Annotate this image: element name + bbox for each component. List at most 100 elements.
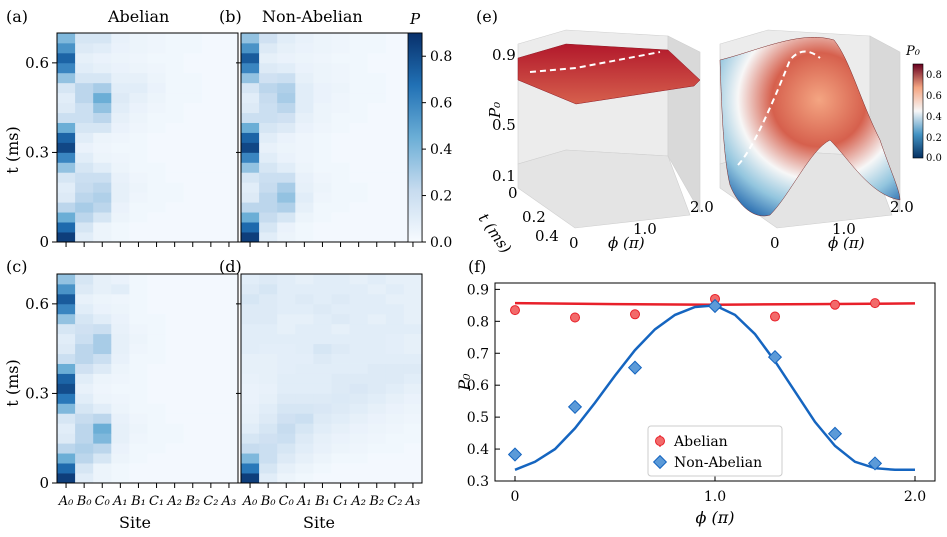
chart-f-point-nonabelian [707,298,723,314]
heatmap-cell [313,413,332,424]
heatmap-cell [331,363,350,374]
heatmap-cell [403,283,423,295]
heatmap-cell [295,102,314,114]
heatmap-cell [219,274,239,285]
heatmap-cell [259,303,278,315]
heatmap-cell [129,333,148,345]
heatmap-cell [277,182,296,193]
heatmap-cell [165,363,185,374]
heatmap-cell [219,413,239,424]
heatmap-cell [349,92,369,104]
heatmap-cell [349,403,369,414]
heatmap-cell [111,283,130,295]
heatmap-nonabelian-upper [236,32,423,247]
heatmap-cell [183,132,203,143]
heatmap-cell [219,373,239,384]
heatmap-cell [57,202,76,213]
heatmap-cell [147,403,166,414]
heatmap-cell [367,72,387,84]
heatmap-cell [385,333,405,345]
heatmap-cell [277,453,296,464]
heatmap-cell [75,323,94,335]
heatmap-cell [111,222,130,233]
heatmap-cell [277,313,296,325]
heatmap-cell [295,423,314,434]
heatmap-cell [259,333,278,345]
heatmap-cell [241,373,260,384]
heatmap-cell [403,403,423,414]
heatmap-cell [349,274,369,285]
heatmap-cell [349,222,369,233]
heatmap-cell [295,283,314,295]
heatmap-cell [385,283,405,295]
heatmap-site-label: A₁ [112,494,128,509]
heatmap-cell [183,82,203,94]
heatmap-cell [201,102,221,114]
heatmap-cell [165,453,185,464]
heatmap-cell [385,433,405,444]
heatmap-cell [241,212,260,223]
heatmap-cell [183,202,203,213]
heatmap-cell [75,102,94,114]
heatmap-cell [241,423,260,434]
heatmap-cell [183,453,203,464]
heatmap-cell [295,33,314,44]
heatmap-cell [147,363,166,374]
heatmap-cell [129,82,148,94]
heatmap-cell [241,473,260,484]
heatmap-cell [385,363,405,374]
heatmap-cell [219,443,239,454]
heatmap-cell [57,283,76,295]
heatmap-cell [295,152,314,163]
heatmap-cell [201,373,221,384]
heatmap-cell [75,433,94,444]
heatmap-cell [259,162,278,173]
heatmap-cell [93,403,112,414]
heatmap-cell [75,52,94,64]
heatmap-cell [165,212,185,223]
heatmap-cell [75,82,94,94]
heatmap-cell [129,152,148,163]
heatmap-cell [385,274,405,285]
heatmap-cell [75,383,94,394]
heatmap-cell [147,152,166,163]
heatmap-cell [277,202,296,213]
heatmap-cell [201,202,221,213]
heatmap-cell [313,393,332,404]
heatmap-cell [57,172,76,183]
heatmap-cell [367,313,387,325]
heatmap-cell [219,72,239,84]
heatmap-cell [201,172,221,183]
heatmap-cell [201,343,221,355]
heatmap-cell [165,72,185,84]
surface-cb-tick-0.4: 0.4 [926,112,942,123]
heatmap-cell [241,52,260,64]
heatmap-cell [57,192,76,203]
heatmap-cell [147,293,166,305]
heatmap-cell [183,102,203,114]
heatmap-cell [129,274,148,285]
heatmap-cell [385,132,405,143]
heatmap-cell [93,132,112,143]
heatmap-cell [313,453,332,464]
heatmap-cell [57,212,76,223]
heatmap-cell [165,383,185,394]
heatmap-cell [147,72,166,84]
heatmap-cell [385,393,405,404]
heatmap-cell [331,463,350,474]
heatmap-cell [57,403,76,414]
heatmap-cell [147,383,166,394]
heatmap-cell [129,182,148,193]
heatmap-cell [277,33,296,44]
heatmap-cell [183,92,203,104]
heatmap-cell [349,122,369,133]
heatmap-cell [331,92,350,104]
heatmap-cell [129,172,148,183]
heatmap-cell [93,423,112,434]
heatmap-cell [259,142,278,153]
heatmap-cell [367,303,387,315]
heatmap-cell [331,172,350,183]
heatmap-cell [331,42,350,54]
legend-marker-abelian [655,436,665,446]
heatmap-cell [331,393,350,404]
